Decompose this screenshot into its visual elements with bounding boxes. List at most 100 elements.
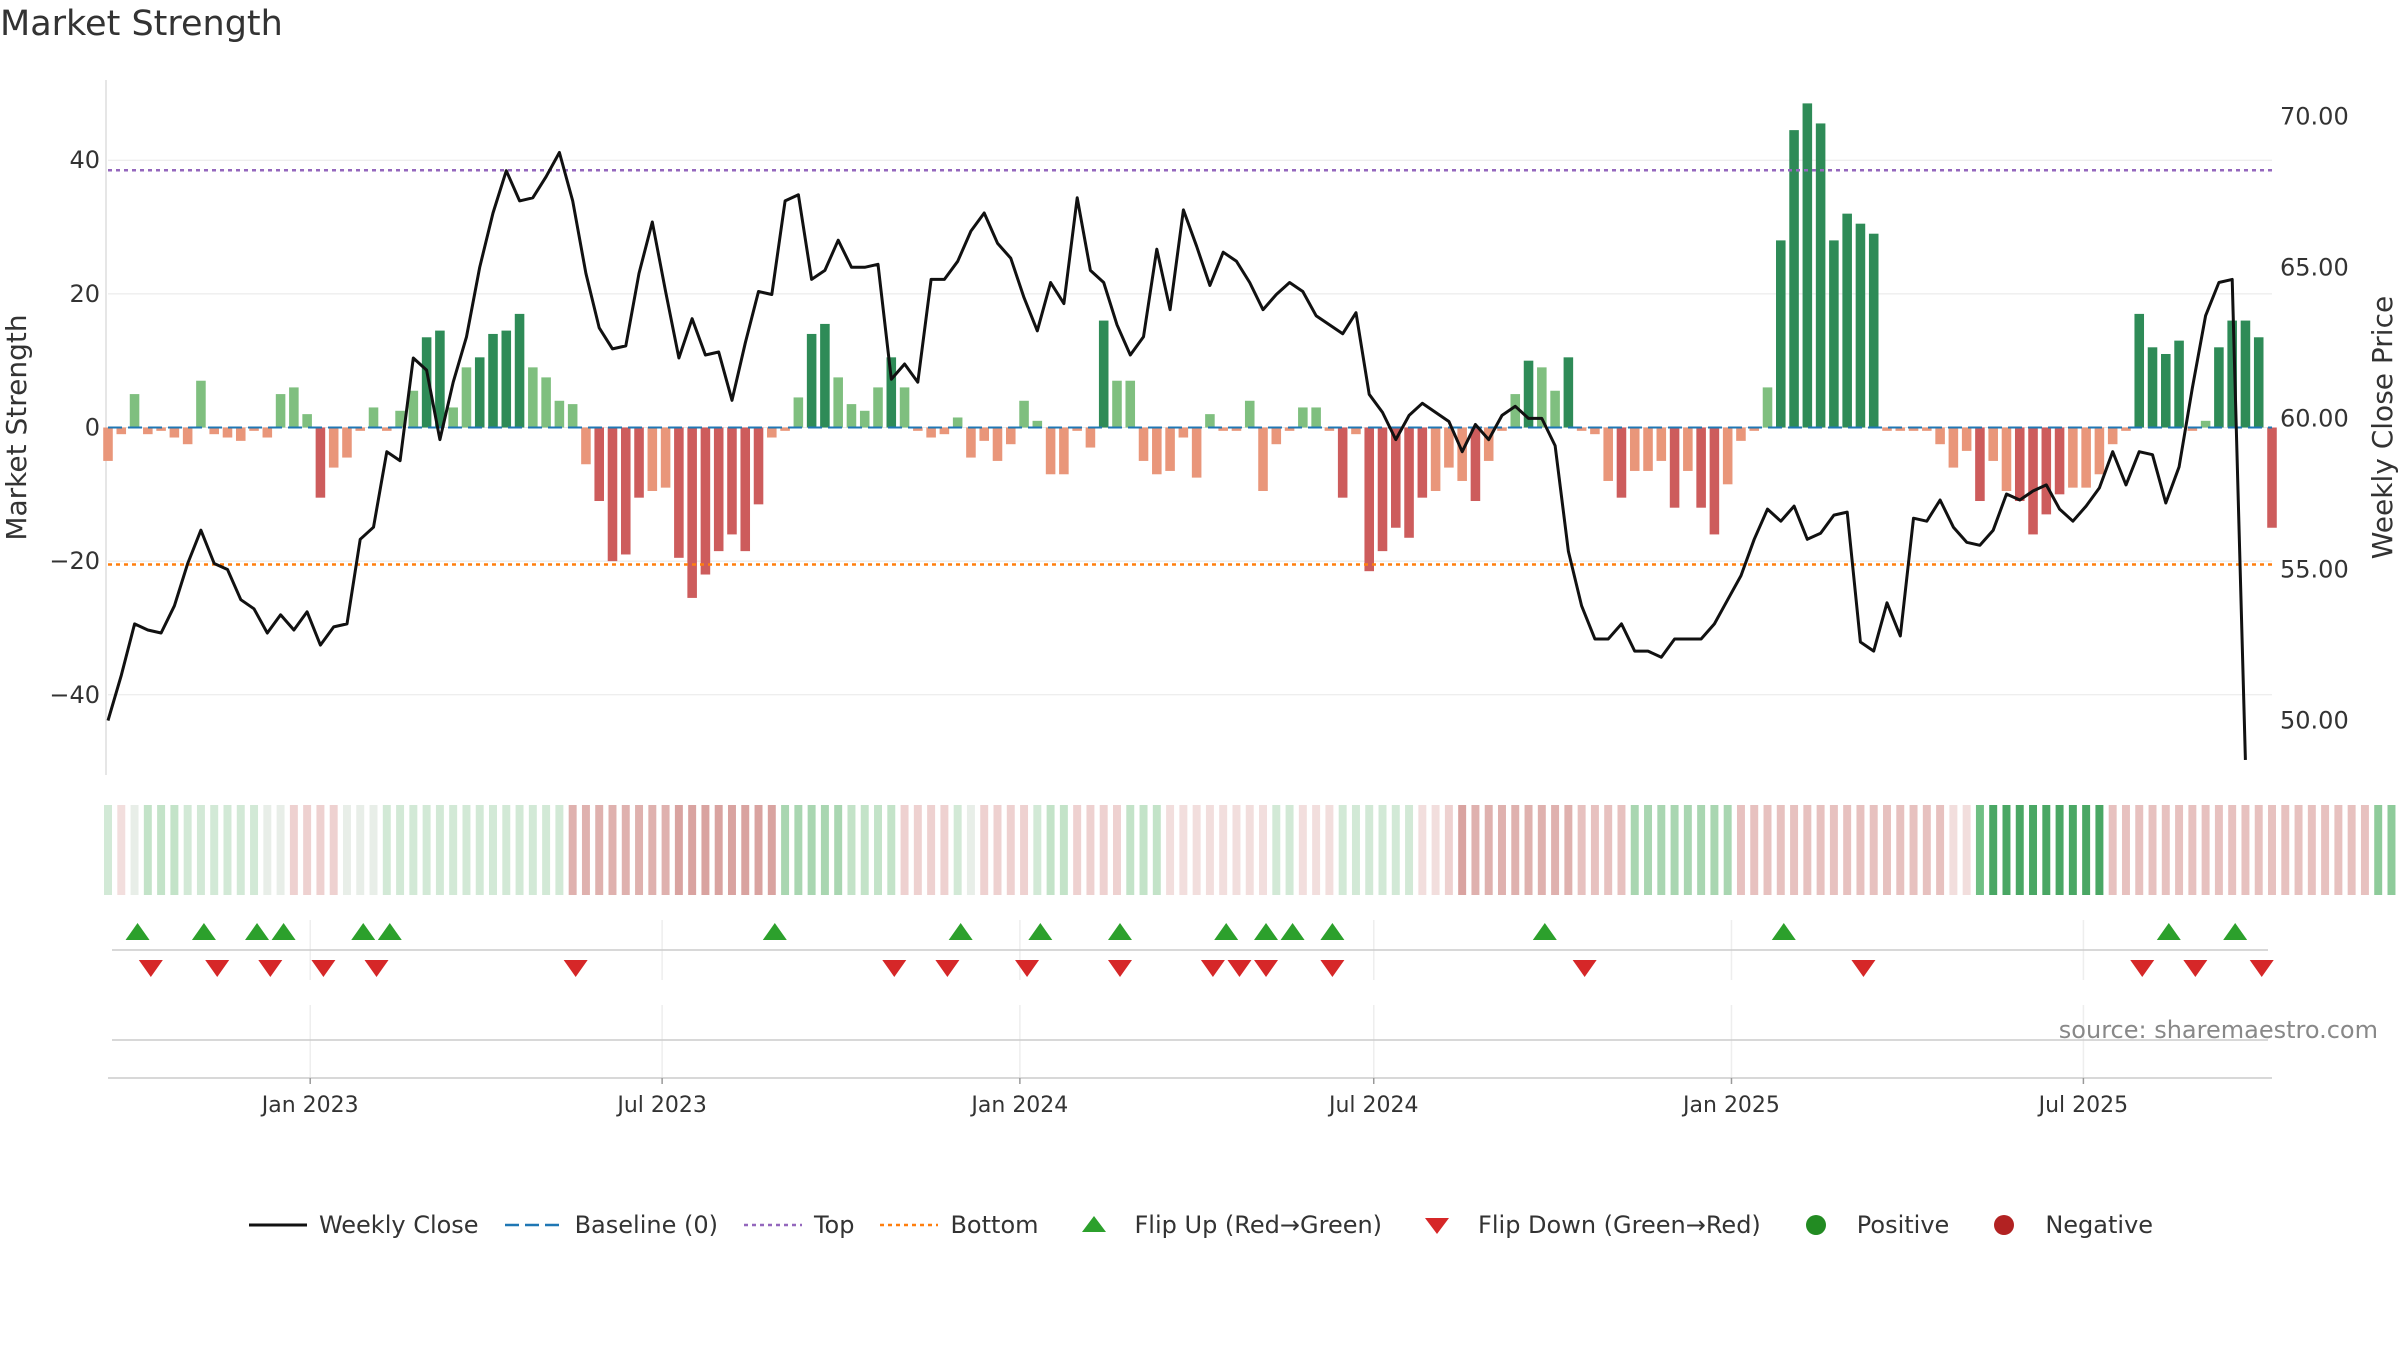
strength-bar (687, 427, 697, 598)
heatmap-cell (2161, 805, 2170, 895)
heatmap-cell (449, 805, 458, 895)
y-axis-title: Market Strength (0, 314, 33, 540)
strength-bar (1072, 427, 1082, 431)
heatmap-cell (2082, 805, 2091, 895)
heatmap-cell (688, 805, 697, 895)
flip-up-marker (1028, 923, 1053, 940)
strength-bar (1563, 357, 1574, 428)
heatmap-cell (1378, 805, 1387, 895)
strength-bar (2147, 347, 2158, 428)
flip-down-marker (935, 960, 960, 977)
heatmap-cell (435, 805, 444, 895)
strength-bar (899, 387, 910, 428)
heatmap-cell (1896, 805, 1905, 895)
strength-bar (1191, 427, 1202, 478)
strength-bar (1470, 427, 1481, 502)
heatmap-cell (1683, 805, 1692, 895)
heatmap-cell (1020, 805, 1029, 895)
legend-item-flip-down: Flip Down (Green→Red) (1406, 1210, 1761, 1240)
heatmap-cell (913, 805, 922, 895)
heatmap-cell (2334, 805, 2343, 895)
heatmap-cell (1498, 805, 1506, 895)
flip-down-marker (258, 960, 283, 977)
heatmap-cell (568, 805, 577, 895)
heatmap-cell (1697, 805, 1706, 895)
heatmap-cell (754, 805, 763, 895)
y-tick-label: −20 (49, 547, 100, 575)
strength-bar (1868, 233, 1879, 428)
legend: Weekly Close Baseline (0) Top Bottom Flip Up… (0, 1200, 2400, 1250)
strength-bar (2214, 347, 2224, 428)
heatmap-cell (1006, 805, 1015, 895)
strength-bar (1961, 427, 1972, 451)
legend-symbol-positive (1805, 1215, 1826, 1235)
heatmap-cell (2241, 805, 2250, 895)
heatmap-cell (595, 805, 604, 895)
strength-bar (1683, 427, 1693, 471)
heatmap-cell (847, 805, 856, 895)
flip-up-marker (191, 923, 216, 940)
heatmap-cell (210, 805, 219, 895)
legend-symbol-bottom (880, 1223, 939, 1227)
heatmap-cell (263, 805, 272, 895)
heatmap-cell (1949, 805, 1958, 895)
heatmap-cell (1179, 805, 1188, 895)
strength-bar (833, 377, 843, 428)
heatmap-cell (1285, 805, 1294, 895)
heatmap-cell (1152, 805, 1161, 895)
heatmap-cell (635, 805, 644, 895)
y2-tick-label: 65.00 (2280, 253, 2349, 281)
strength-bar (1258, 427, 1268, 491)
strength-bar (2134, 313, 2145, 428)
heatmap-cell (701, 805, 710, 895)
heatmap-cell (608, 805, 617, 895)
heatmap-cell (1975, 805, 1984, 895)
x-tick-label: Jul 2024 (1327, 1093, 1419, 1118)
legend-item-bottom: Bottom (878, 1210, 1039, 1240)
legend-item-positive: Positive (1785, 1210, 1949, 1240)
heatmap-cell (2055, 805, 2064, 895)
heatmap-cell (1843, 805, 1852, 895)
heatmap-cell (1166, 805, 1175, 895)
heatmap-cell (1338, 805, 1347, 895)
strength-bar (674, 427, 684, 558)
heatmap-cell (2201, 805, 2210, 895)
strength-bar (1643, 427, 1653, 471)
strength-bar (780, 427, 790, 431)
heatmap-cell (170, 805, 179, 895)
heatmap-cell (1112, 805, 1121, 895)
heatmap-cell (874, 805, 882, 895)
heatmap-cell (1856, 805, 1865, 895)
heatmap-cell (1232, 805, 1241, 895)
flip-up-marker (351, 923, 376, 940)
strength-bar (1497, 427, 1507, 431)
strength-bar (222, 427, 233, 438)
flip-up-marker (2156, 923, 2181, 940)
strength-bar (1802, 103, 1813, 428)
heatmap-cell (2002, 805, 2011, 895)
strength-bar (1576, 427, 1587, 431)
strength-bar (567, 404, 578, 428)
strength-bar (2174, 340, 2184, 428)
strength-bar (1244, 400, 1255, 428)
heatmap-cell (250, 805, 259, 895)
strength-bar (1603, 427, 1613, 481)
strength-bar (727, 427, 737, 535)
strength-bar (740, 427, 751, 552)
heatmap-cell (528, 805, 537, 895)
legend-item-flip-up: Flip Up (Red→Green) (1063, 1210, 1382, 1240)
strength-bar (169, 427, 180, 438)
strength-bar (1629, 427, 1640, 471)
legend-label: Top (813, 1211, 855, 1239)
strength-bar (952, 417, 963, 428)
strength-bar (992, 427, 1003, 461)
heatmap-cell (927, 805, 936, 895)
flip-down-marker (138, 960, 163, 977)
heatmap-cell (2294, 805, 2303, 895)
strength-bar (926, 427, 936, 438)
heatmap-cell (820, 805, 829, 895)
strength-bar (1178, 427, 1189, 438)
strength-bar (886, 357, 897, 428)
heatmap-cell (1564, 805, 1573, 895)
heatmap-cell (1073, 805, 1082, 895)
